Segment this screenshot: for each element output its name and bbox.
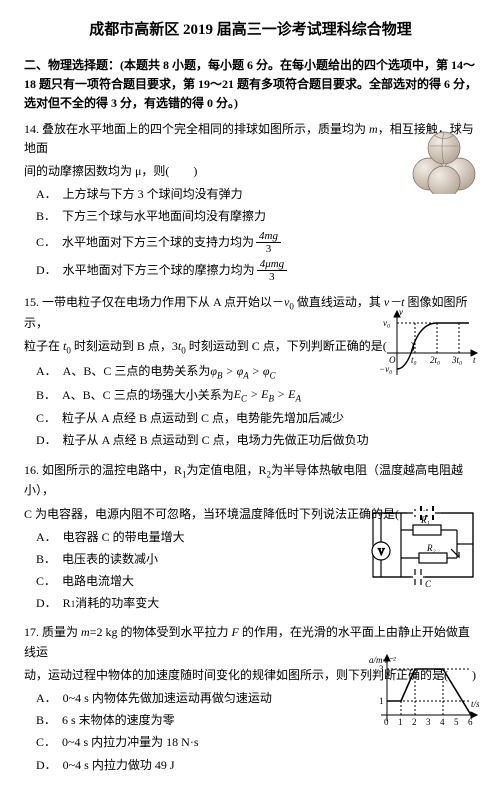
q15-stem-b: 做直线运动，其 (294, 295, 384, 309)
svg-text:t: t (473, 355, 476, 365)
figure-q16-circuit: V (363, 505, 483, 597)
section-header: 二、物理选择题：(本题共 8 小题，每小题 6 分。在每小题给出的四个选项中，第… (24, 56, 477, 114)
q14-c-num: 4mg (256, 230, 281, 243)
q15-a-pre: A、B、C 三点的电势关系为 (63, 362, 211, 381)
q17-opt-d: D．0~4 s 内拉力做功 49 J (36, 756, 477, 775)
q14-opt-b: B．下方三个球与水平地面间均没有摩擦力 (36, 207, 477, 226)
q16-stem-b: 为定值电阻，R (187, 463, 267, 477)
svg-text:6: 6 (468, 717, 473, 727)
q17-a-text: 0~4 s 内物体先做加速运动再做匀速运动 (63, 689, 272, 708)
q15-opt-c: C．粒子从 A 点经 B 点运动到 C 点，电势能先增加后减少 (36, 409, 477, 428)
svg-text:1: 1 (398, 717, 403, 727)
svg-text:t₀: t₀ (411, 355, 417, 365)
q14-b-text: 下方三个球与水平地面间均没有摩擦力 (62, 207, 266, 226)
svg-text:R₁: R₁ (420, 515, 430, 525)
question-14: 14. 叠放在水平地面上的四个完全相同的排球如图所示，质量均为 m，相互接触，球… (24, 120, 477, 283)
q14-opt-c: C．水平地面对下方三个球的支持力均为 4mg 3 (36, 230, 477, 255)
q15-stem-e: 时刻运动到 B 点，3 (71, 339, 178, 353)
q14-c-frac: 4mg 3 (256, 230, 281, 255)
svg-text:0: 0 (384, 717, 389, 727)
q14-stem-a: 14. 叠放在水平地面上的四个完全相同的排球如图所示，质量均为 (24, 122, 369, 136)
q17-c-text: 0~4 s 内拉力冲量为 18 N·s (62, 733, 199, 752)
page-title: 成都市高新区 2019 届高三一诊考试理科综合物理 (24, 18, 477, 42)
figure-q14-balls (405, 122, 483, 200)
svg-text:R₂: R₂ (426, 543, 436, 553)
q17-d-text: 0~4 s 内拉力做功 49 J (63, 756, 175, 775)
q17-stem-a: 17. 质量为 (24, 625, 81, 639)
q15-b-pre: A、B、C 三点的场强大小关系为 (62, 386, 234, 405)
svg-text:5: 5 (454, 717, 459, 727)
q16-a-text: 电容器 C 的带电量增大 (63, 528, 185, 547)
svg-text:2: 2 (412, 717, 417, 727)
q15-c-text: 粒子从 A 点经 B 点运动到 C 点，电势能先增加后减少 (62, 409, 344, 428)
q14-d-text: 水平地面对下方三个球的摩擦力均为 (63, 261, 255, 280)
q14-c-den: 3 (256, 243, 281, 255)
svg-text:−v₀: −v₀ (379, 364, 392, 374)
q14-opt-d: D．水平地面对下方三个球的摩擦力均为 4μmg 3 (36, 258, 477, 283)
svg-text:4: 4 (440, 717, 445, 727)
q16-stem-a: 16. 如图所示的温控电路中，R (24, 463, 182, 477)
q16-d-pre: R (63, 594, 71, 613)
q16-b-text: 电压表的读数减小 (62, 550, 158, 569)
figure-q17-at-graph: a/m·s⁻² 3 1 0 1 2 3 4 5 6 t/s (367, 651, 483, 739)
svg-text:v: v (399, 307, 403, 317)
q15-opt-d: D．粒子从 A 点经 B 点运动到 C 点，电场力先做正功后做负功 (36, 431, 477, 450)
q16-stem: 16. 如图所示的温控电路中，R1为定值电阻，R2为半导体热敏电阻（温度越高电阻… (24, 461, 477, 501)
q15-stem-d: 粒子在 (24, 339, 63, 353)
q17-stem-b: =2 kg 的物体受到水平拉力 (90, 625, 232, 639)
svg-text:O: O (389, 355, 396, 365)
svg-text:C: C (425, 579, 432, 589)
q17-b-text: 6 s 末物体的速度为零 (62, 711, 175, 730)
svg-text:V: V (378, 547, 385, 557)
q14-d-den: 3 (257, 271, 287, 283)
q16-d-post: 消耗的功率变大 (75, 594, 159, 613)
q16-opt-d: D．R1消耗的功率变大 (36, 594, 477, 613)
q15-d-text: 粒子从 A 点经 B 点运动到 C 点，电场力先做正功后做负功 (63, 431, 369, 450)
q14-d-frac: 4μmg 3 (257, 258, 287, 283)
q14-c-text: 水平地面对下方三个球的支持力均为 (62, 233, 254, 252)
figure-q15-vt-graph: v v₀ −v₀ O t₀ 2t₀ 3t₀ t (379, 305, 483, 389)
svg-text:3t₀: 3t₀ (451, 355, 462, 365)
svg-text:2t₀: 2t₀ (430, 355, 440, 365)
question-16: V (24, 461, 477, 614)
svg-text:1: 1 (379, 696, 384, 706)
svg-text:v₀: v₀ (383, 318, 390, 328)
question-17: a/m·s⁻² 3 1 0 1 2 3 4 5 6 t/s 17. 质量为 m=… (24, 623, 477, 774)
q14-a-text: 上方球与下方 3 个球间均没有弹力 (63, 185, 243, 204)
q14-d-num: 4μmg (257, 258, 287, 271)
question-15: v v₀ −v₀ O t₀ 2t₀ 3t₀ t 15. 一带电粒子仅在电场力作用… (24, 293, 477, 451)
q15-stem-a: 15. 一带电粒子仅在电场力作用下从 A 点开始以－ (24, 295, 284, 309)
svg-text:3: 3 (426, 717, 431, 727)
svg-text:t/s: t/s (471, 699, 480, 709)
q16-c-text: 电路电流增大 (62, 572, 134, 591)
